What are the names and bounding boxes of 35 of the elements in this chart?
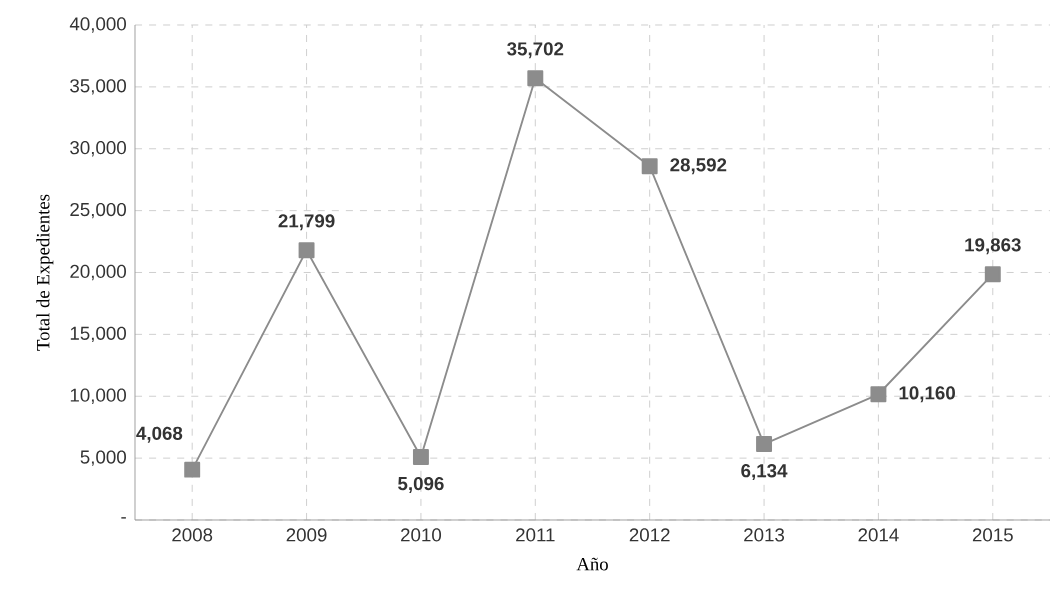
data-label: 4,068: [136, 426, 183, 443]
point: [641, 158, 658, 175]
x-tick-label: 2008: [172, 528, 213, 542]
point: [184, 461, 201, 478]
x-tick-label: 2014: [858, 528, 899, 542]
x-tick-label: 2010: [401, 528, 442, 542]
point: [870, 386, 887, 403]
y-tick-label: 35,000: [70, 79, 126, 95]
data-label: 5,096: [398, 476, 444, 493]
x-tick-label: 2011: [516, 528, 555, 542]
x-tick-label: 2015: [972, 528, 1013, 542]
y-tick-label: -: [121, 517, 126, 519]
y-tick-label: 30,000: [70, 141, 126, 157]
x-tick-label: 2013: [744, 528, 785, 542]
x-tick-label: 2009: [286, 528, 327, 542]
data-label: 21,799: [278, 214, 335, 231]
y-tick-label: 20,000: [70, 264, 126, 281]
point: [527, 70, 544, 87]
y-tick-label: 10,000: [70, 388, 126, 404]
point: [412, 448, 429, 465]
x-tick-label: 2012: [629, 528, 670, 542]
data-label: 6,134: [741, 464, 788, 481]
data-label: 35,702: [507, 42, 564, 59]
y-tick-label: 5,000: [80, 450, 126, 466]
point: [298, 242, 315, 259]
x-axis-title: Año: [576, 557, 608, 571]
y-tick-label: 40,000: [69, 17, 126, 33]
point: [984, 266, 1001, 283]
data-label: 28,592: [670, 158, 727, 175]
data-label: 19,863: [965, 238, 1021, 255]
data-label: 10,160: [899, 386, 955, 403]
y-tick-label: 15,000: [70, 326, 126, 343]
y-tick-label: 25,000: [70, 202, 126, 219]
y-axis-title: Total de Expedientes: [36, 194, 54, 351]
point: [756, 436, 773, 453]
